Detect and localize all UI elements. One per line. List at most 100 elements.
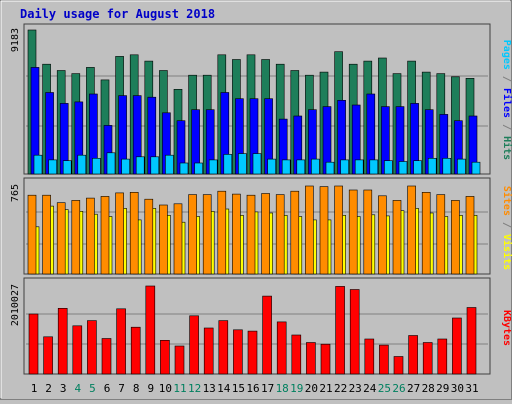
axis-label-part: Hits [501,136,512,160]
x-tick-label-27: 27 [407,382,420,395]
bar-sites-day-16 [246,194,256,275]
bar-pages-day-11 [179,162,189,175]
bar-pages-day-2 [48,159,57,175]
axis-label-kbytes: KBytes [501,310,512,346]
bar-pages-day-16 [252,153,262,175]
bar-kbytes-day-16 [247,330,258,375]
bar-kbytes-day-8 [130,326,141,375]
x-tick-label-2: 2 [45,382,52,395]
bar-pages-day-10 [165,154,174,175]
bar-sites-day-7 [115,192,124,275]
bar-sites-day-4 [71,200,81,275]
x-tick-label-26: 26 [392,382,405,395]
bar-pages-day-4 [77,154,87,175]
x-tick-label-30: 30 [451,382,464,395]
x-tick-label-8: 8 [133,382,140,395]
bar-sites-day-14 [217,190,227,275]
x-tick-label-1: 1 [31,382,38,395]
x-tick-label-10: 10 [159,382,172,395]
bar-kbytes-day-25 [379,344,389,375]
x-tick-label-23: 23 [349,382,362,395]
bar-kbytes-day-23 [349,289,360,375]
axis-label-part: Files [501,88,512,118]
axis-label-part: / [501,70,512,88]
bar-sites-day-26 [392,200,402,275]
x-tick-label-24: 24 [363,382,377,395]
bar-sites-day-21 [319,186,329,275]
bar-sites-day-13 [202,194,212,275]
bar-kbytes-day-24 [364,338,375,375]
y-max-label-kbytes: 2010027 [10,284,21,326]
bar-kbytes-day-29 [437,338,448,375]
bar-pages-day-29 [442,158,452,175]
bar-sites-day-8 [129,192,139,275]
bar-kbytes-day-17 [262,295,272,375]
bar-pages-day-9 [150,156,160,175]
bar-kbytes-day-22 [335,286,345,375]
axis-label-hits-files-pages: Pages / Files / Hits [501,40,512,160]
bar-pages-day-18 [281,159,291,175]
axis-label-part: KBytes [501,310,512,346]
bar-kbytes-day-13 [203,327,214,375]
bar-kbytes-day-19 [291,334,302,375]
bar-pages-day-31 [471,161,481,175]
bar-pages-day-19 [296,159,306,175]
bar-kbytes-day-6 [101,338,112,375]
bar-sites-day-29 [436,194,446,275]
bar-sites-day-23 [348,189,358,275]
axis-label-part: / [501,118,512,136]
x-tick-label-29: 29 [436,382,449,395]
bar-sites-day-18 [275,194,285,275]
bar-kbytes-day-3 [57,307,68,375]
x-tick-label-14: 14 [217,382,231,395]
axis-label-part: Pages [501,40,512,70]
bar-kbytes-day-10 [160,339,170,375]
bar-sites-day-30 [451,200,460,275]
x-tick-label-25: 25 [378,382,391,395]
x-tick-label-3: 3 [60,382,67,395]
bar-sites-day-31 [465,196,475,275]
axis-label-sites-visits: Sites / Visits [501,186,512,270]
bar-kbytes-day-11 [174,345,185,375]
bar-pages-day-7 [121,158,130,175]
bar-pages-day-17 [267,158,276,175]
bar-pages-day-6 [106,152,116,175]
bar-pages-day-25 [384,160,393,175]
x-tick-label-4: 4 [74,382,81,395]
bar-kbytes-day-7 [116,308,126,375]
bar-sites-day-25 [378,195,387,275]
bar-kbytes-day-27 [408,335,418,375]
bar-sites-day-22 [334,185,343,275]
bar-pages-day-28 [427,158,437,175]
x-tick-label-6: 6 [104,382,111,395]
x-tick-label-16: 16 [246,382,259,395]
bar-sites-day-12 [188,194,197,275]
x-tick-label-7: 7 [118,382,125,395]
bar-kbytes-day-5 [87,320,97,375]
bar-sites-day-15 [232,193,241,275]
bar-sites-day-9 [144,198,154,275]
bar-sites-day-19 [290,190,300,275]
bar-pages-day-3 [62,160,72,175]
bar-kbytes-day-28 [422,342,433,375]
x-tick-label-28: 28 [422,382,435,395]
bar-pages-day-21 [325,161,335,175]
bar-sites-day-24 [363,189,373,275]
bar-kbytes-day-4 [72,325,83,375]
y-max-label-sites-visits: 765 [10,184,21,202]
x-tick-label-13: 13 [203,382,216,395]
bar-pages-day-13 [208,159,218,175]
bar-sites-day-1 [27,194,37,275]
bar-pages-day-23 [354,159,364,175]
x-tick-label-9: 9 [147,382,154,395]
bar-kbytes-day-20 [306,342,316,375]
bar-sites-day-28 [421,192,431,275]
bar-kbytes-day-15 [233,329,243,375]
bar-kbytes-day-14 [218,320,229,375]
x-tick-label-31: 31 [465,382,478,395]
bar-sites-day-10 [159,204,168,275]
bar-sites-day-27 [407,185,416,275]
x-tick-label-17: 17 [261,382,274,395]
bar-kbytes-day-26 [393,356,404,375]
